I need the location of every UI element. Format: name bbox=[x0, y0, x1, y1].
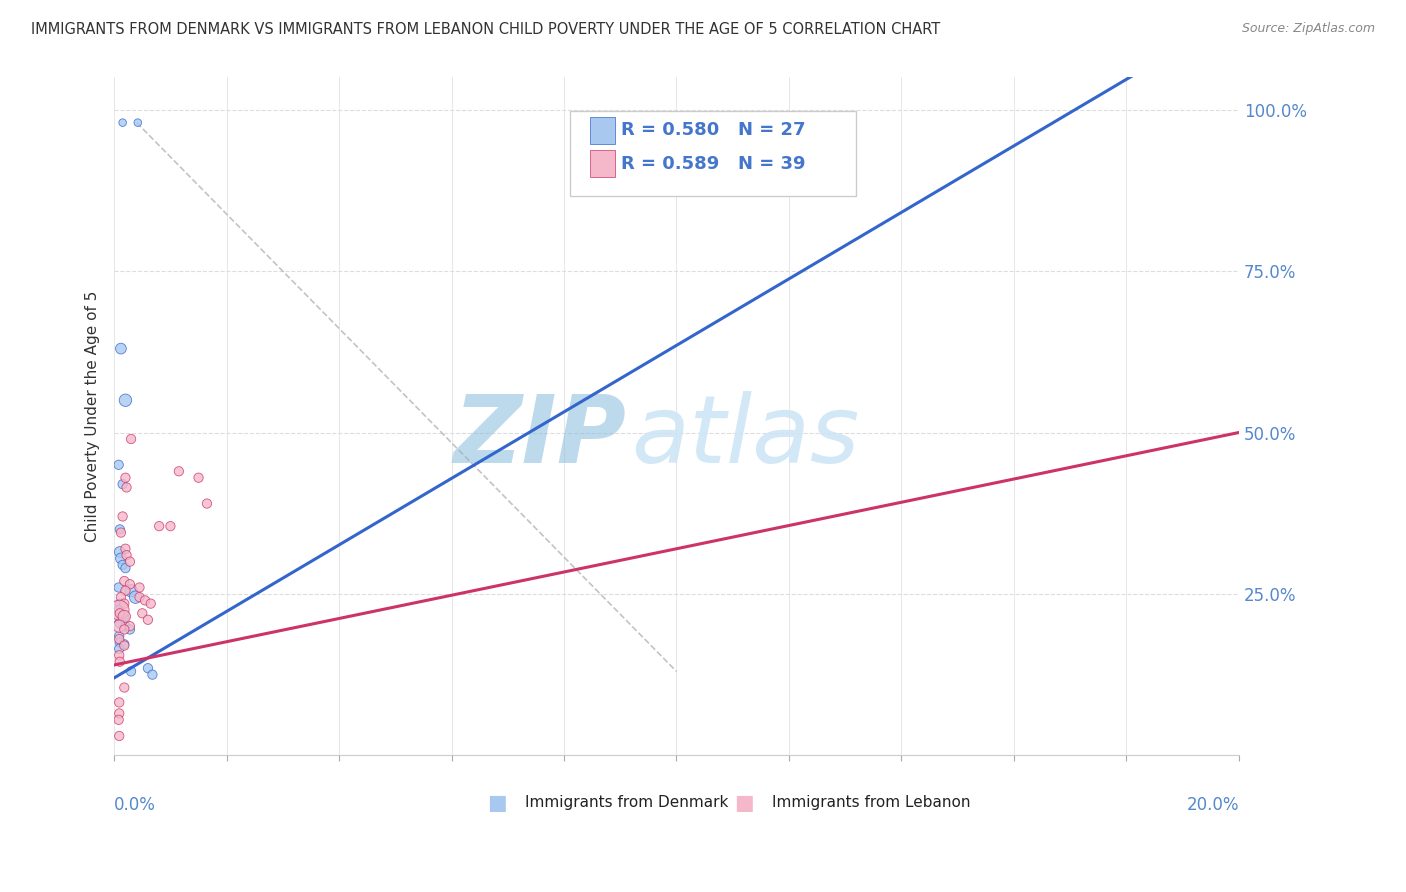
Point bbox=[136, 661, 159, 675]
Point bbox=[108, 648, 131, 663]
Text: IMMIGRANTS FROM DENMARK VS IMMIGRANTS FROM LEBANON CHILD POVERTY UNDER THE AGE O: IMMIGRANTS FROM DENMARK VS IMMIGRANTS FR… bbox=[31, 22, 941, 37]
Point bbox=[124, 590, 146, 604]
Text: 0.0%: 0.0% bbox=[114, 796, 156, 814]
Point bbox=[111, 509, 134, 524]
Point bbox=[114, 393, 136, 408]
Point bbox=[108, 619, 131, 633]
Text: Immigrants from Denmark: Immigrants from Denmark bbox=[524, 795, 728, 810]
Point bbox=[112, 597, 135, 611]
Point bbox=[108, 615, 131, 630]
Point bbox=[112, 609, 135, 624]
Point bbox=[108, 655, 131, 669]
Point bbox=[108, 522, 131, 536]
Point bbox=[120, 583, 142, 598]
Point bbox=[111, 558, 134, 572]
Point bbox=[115, 548, 138, 562]
Point bbox=[128, 590, 150, 604]
Point bbox=[114, 561, 136, 575]
Point bbox=[148, 519, 170, 533]
Point bbox=[187, 471, 209, 485]
Point bbox=[111, 477, 134, 491]
Point bbox=[108, 729, 131, 743]
Point bbox=[118, 555, 141, 569]
Text: ZIP: ZIP bbox=[453, 391, 626, 483]
Point bbox=[127, 115, 149, 129]
Point bbox=[114, 471, 136, 485]
Point bbox=[107, 581, 129, 595]
Text: atlas: atlas bbox=[631, 392, 859, 483]
Text: ■: ■ bbox=[486, 793, 506, 813]
Point bbox=[108, 706, 131, 721]
Point bbox=[112, 637, 135, 651]
Point bbox=[107, 713, 129, 727]
FancyBboxPatch shape bbox=[569, 112, 856, 196]
Point bbox=[114, 619, 136, 633]
Point bbox=[120, 432, 142, 446]
Point bbox=[115, 480, 138, 494]
Text: ■: ■ bbox=[734, 793, 754, 813]
Text: R = 0.589   N = 39: R = 0.589 N = 39 bbox=[621, 154, 806, 172]
Point bbox=[131, 607, 153, 621]
Text: 20.0%: 20.0% bbox=[1187, 796, 1239, 814]
Point bbox=[112, 623, 135, 637]
Point bbox=[108, 607, 131, 621]
Point bbox=[107, 458, 129, 472]
Point bbox=[108, 632, 131, 647]
Point bbox=[110, 590, 132, 604]
Point bbox=[112, 609, 135, 624]
Text: Immigrants from Lebanon: Immigrants from Lebanon bbox=[772, 795, 970, 810]
Point bbox=[110, 342, 132, 356]
Point bbox=[114, 583, 136, 598]
Text: Source: ZipAtlas.com: Source: ZipAtlas.com bbox=[1241, 22, 1375, 36]
Point bbox=[195, 497, 218, 511]
Point bbox=[134, 593, 156, 607]
Y-axis label: Child Poverty Under the Age of 5: Child Poverty Under the Age of 5 bbox=[86, 291, 100, 542]
Point bbox=[167, 464, 190, 478]
Point bbox=[112, 574, 135, 588]
Point bbox=[108, 635, 131, 649]
Point bbox=[112, 681, 135, 695]
Point bbox=[108, 641, 131, 656]
Point bbox=[136, 613, 159, 627]
Point bbox=[118, 623, 141, 637]
Point bbox=[141, 667, 163, 681]
Point bbox=[112, 639, 135, 653]
Point bbox=[111, 115, 134, 129]
Point bbox=[107, 603, 129, 617]
Point bbox=[108, 603, 131, 617]
Point bbox=[114, 541, 136, 556]
Point bbox=[139, 597, 162, 611]
Point bbox=[118, 577, 141, 591]
Point bbox=[128, 581, 150, 595]
Point bbox=[108, 545, 131, 559]
Point bbox=[110, 551, 132, 566]
Point bbox=[159, 519, 181, 533]
Point bbox=[108, 695, 131, 709]
Text: R = 0.580   N = 27: R = 0.580 N = 27 bbox=[621, 121, 806, 139]
Point bbox=[108, 629, 131, 643]
Point bbox=[118, 619, 141, 633]
Point bbox=[120, 665, 142, 679]
Bar bbox=[591, 150, 614, 178]
Point bbox=[108, 597, 131, 611]
Bar bbox=[591, 117, 614, 144]
Point bbox=[110, 525, 132, 540]
